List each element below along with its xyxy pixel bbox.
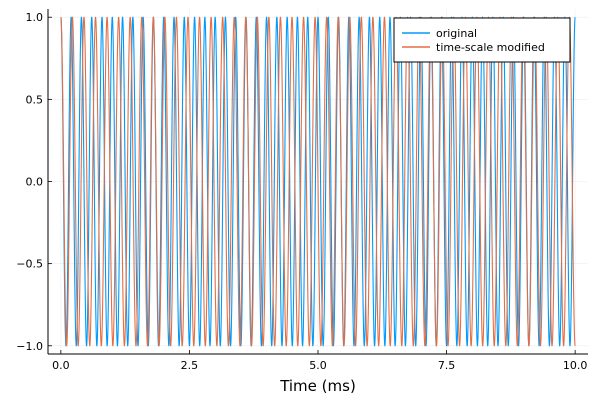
x-tick-labels: 0.0 2.5 5.0 7.5 10.0 [52, 359, 587, 372]
y-tick-label: −0.5 [16, 258, 43, 271]
y-tick-label: 1.0 [26, 11, 44, 24]
legend-box [393, 17, 571, 63]
x-tick-label: 7.5 [438, 359, 456, 372]
y-tick-label: −1.0 [16, 340, 43, 353]
x-tick-label: 0.0 [52, 359, 70, 372]
series-line-0 [60, 16, 576, 347]
x-tick-label: 2.5 [181, 359, 199, 372]
legend-label: original [436, 27, 477, 40]
y-tick-label: 0.5 [26, 93, 44, 106]
y-tick-label: 0.0 [26, 176, 44, 189]
y-tick-labels: −1.0 −0.5 0.0 0.5 1.0 [16, 11, 43, 353]
x-tick-label: 10.0 [563, 359, 588, 372]
axes [47, 9, 588, 355]
x-axis-label: Time (ms) [279, 377, 356, 395]
x-tick-label: 5.0 [309, 359, 327, 372]
legend-label: time-scale modified [436, 41, 545, 54]
